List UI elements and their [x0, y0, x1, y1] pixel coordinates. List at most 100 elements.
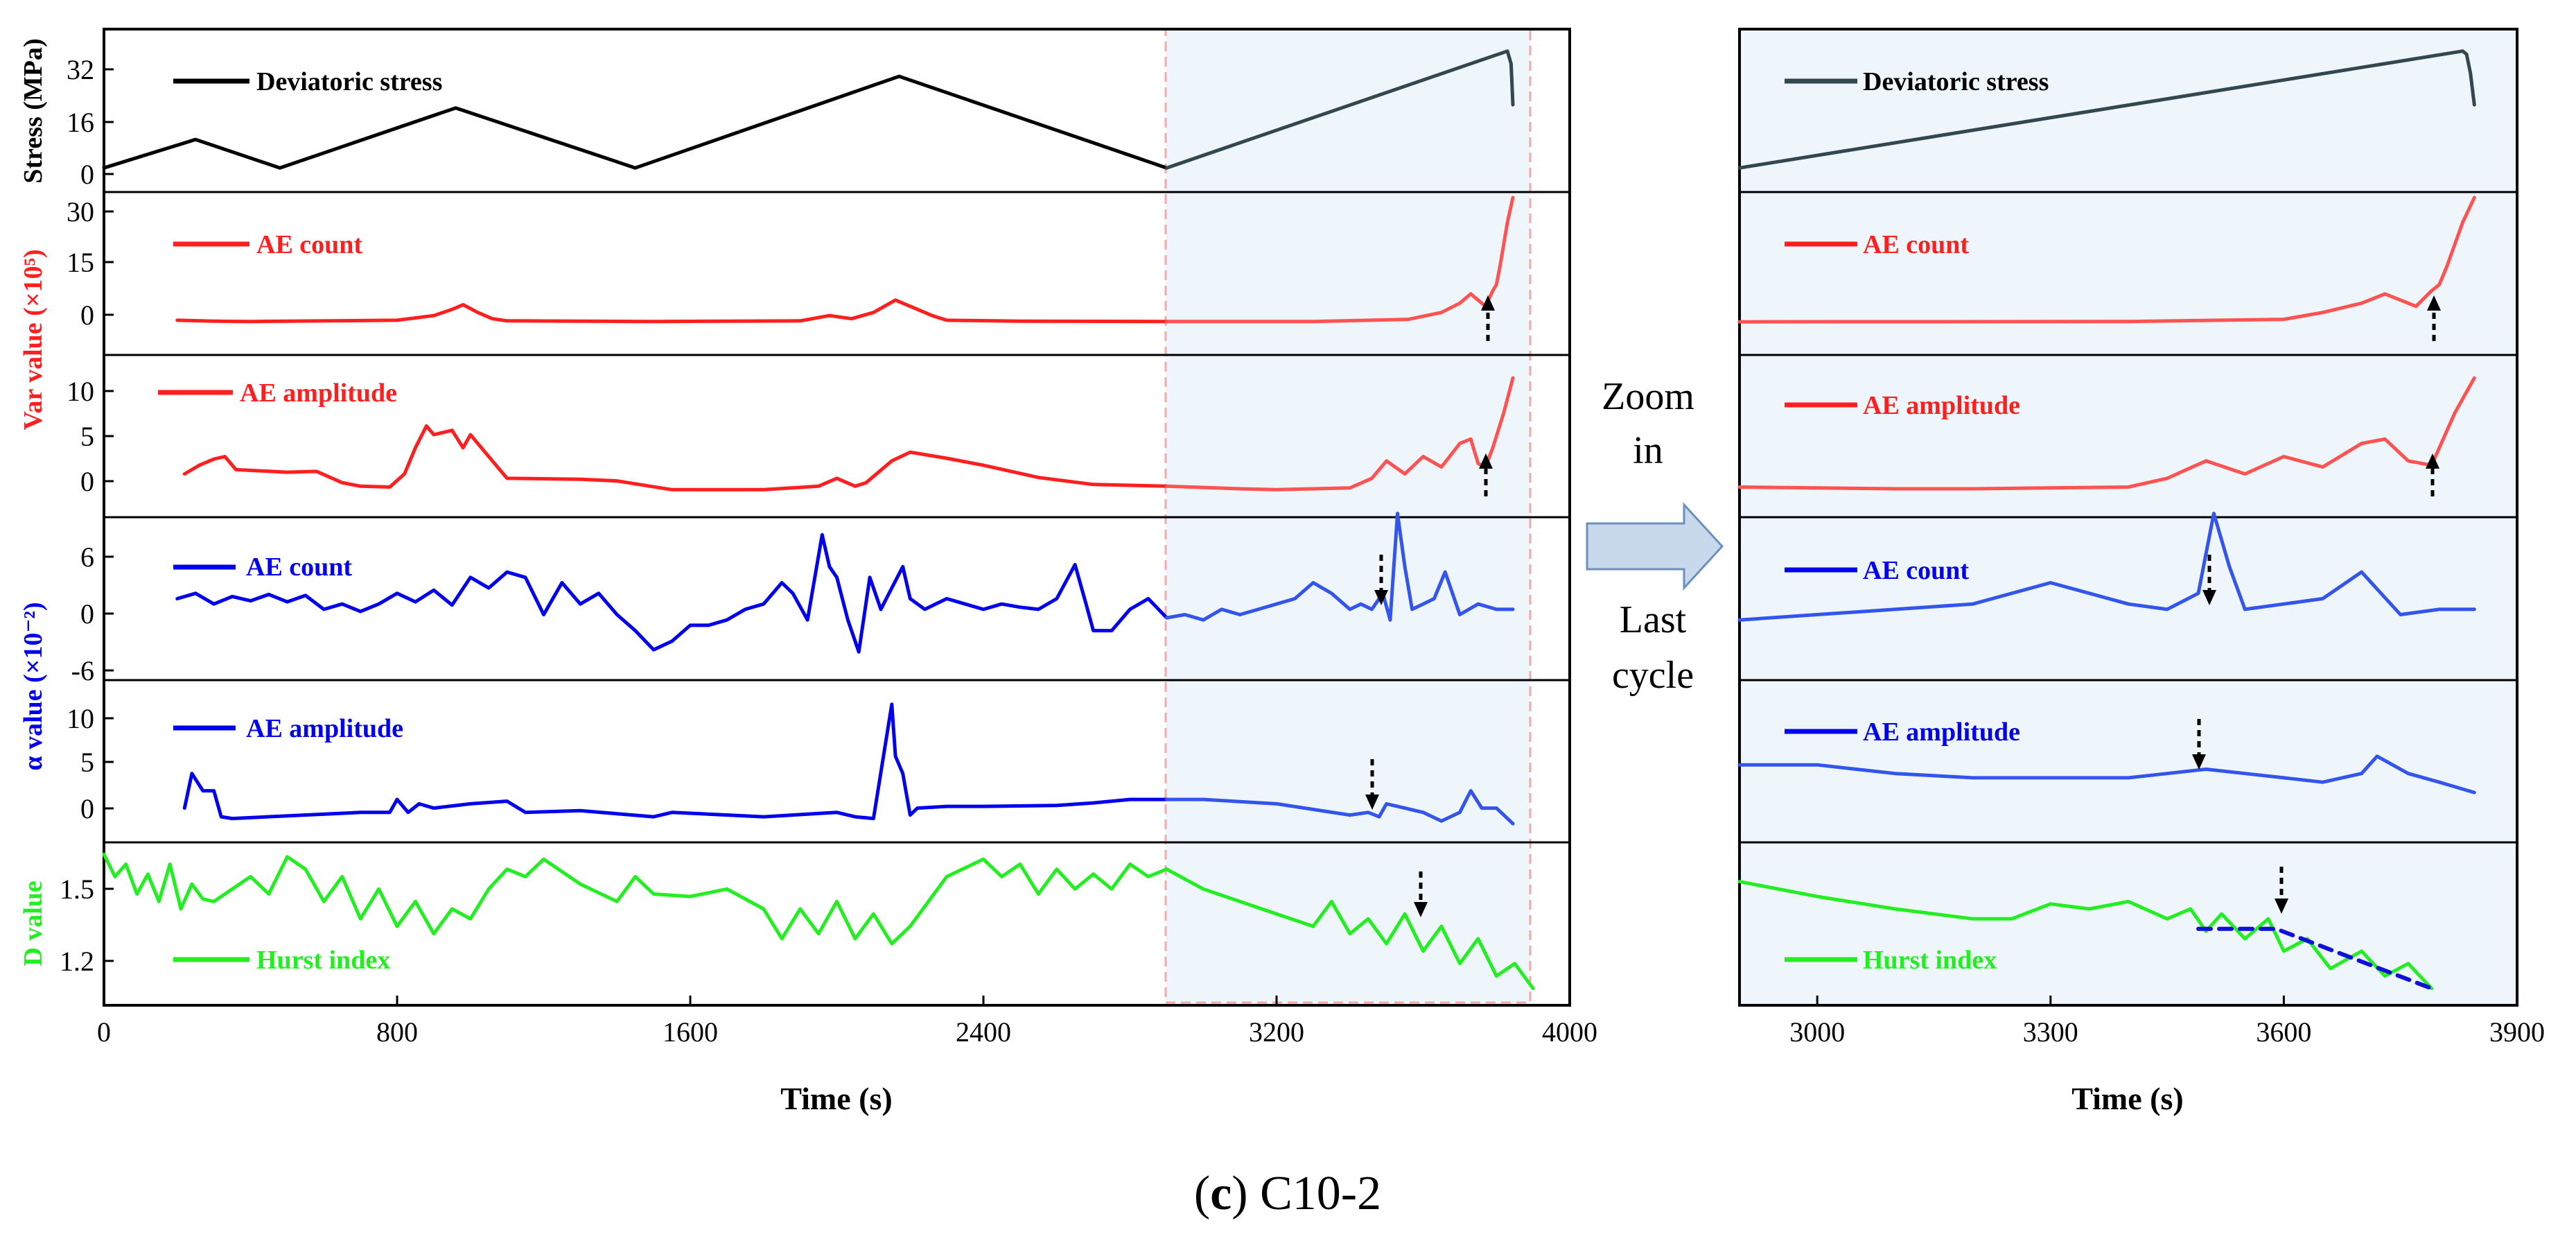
- onset-arrow: [1365, 759, 1379, 810]
- y-tick: 5: [80, 747, 94, 778]
- series-line: [175, 298, 1168, 324]
- onset-arrow: [1479, 453, 1493, 496]
- series-line: [102, 852, 1168, 946]
- left-stress-row: 0 16 32 Deviatoric stress Stress (MPa): [19, 38, 1515, 190]
- right-alpha-count-legend: AE count: [1863, 556, 1969, 585]
- series-line: [175, 532, 1168, 654]
- onset-arrow: [2275, 867, 2288, 914]
- left-alpha-count-row: 6 0 -6 AE count: [71, 512, 1515, 686]
- x-tick-label: 1600: [663, 1016, 718, 1048]
- series-line: [1737, 376, 2476, 491]
- right-alpha-count-series: [1737, 512, 2476, 622]
- trend-line: [2196, 926, 2434, 991]
- y-tick: 5: [80, 421, 94, 452]
- right-var-amp-legend: AE amplitude: [1863, 391, 2020, 420]
- y-tick: 1.5: [60, 874, 94, 905]
- last-text-line2: cycle: [1612, 654, 1694, 697]
- left-panel: 0 16 32 Deviatoric stress Stress (MPa) 0…: [19, 28, 1597, 1116]
- zoom-arrow-icon: [1586, 502, 1724, 591]
- left-alpha-amp-yticks: 0 5 10: [67, 703, 94, 824]
- left-var-amp-yticks: 0 5 10: [67, 376, 94, 497]
- y-tick: 10: [67, 703, 94, 734]
- onset-arrow: [1414, 871, 1428, 917]
- zoom-text-line1: Zoom: [1602, 375, 1694, 418]
- left-x-axis-title: Time (s): [780, 1081, 892, 1116]
- y-tick: 1.2: [60, 946, 94, 977]
- series-line-highlight: [1164, 867, 1535, 991]
- zoom-text-line2: in: [1633, 429, 1663, 472]
- left-var-amp-legend: AE amplitude: [240, 379, 397, 408]
- left-hurst-legend: Hurst index: [256, 946, 390, 975]
- left-hurst-ytick-marks: [104, 887, 114, 962]
- var-y-label: Var value (×10⁵): [19, 249, 48, 430]
- onset-arrow: [1481, 295, 1495, 341]
- left-var-amp-row: 0 5 10 AE amplitude Var value (×10⁵): [19, 249, 1515, 497]
- series-line-highlight: [1164, 49, 1515, 170]
- figure-caption: (c) C10-2: [1194, 1167, 1381, 1220]
- right-hurst-series: [1737, 880, 2434, 991]
- y-tick: 0: [80, 793, 94, 824]
- left-alpha-count-ytick-marks: [104, 555, 114, 672]
- right-x-axis-title: Time (s): [2071, 1081, 2183, 1116]
- zoom-annotation: Zoom in Last cycle: [1586, 375, 1724, 697]
- caption-text: C10-2: [1260, 1167, 1381, 1220]
- right-x-axis: 3000 3300 3600 3900: [1789, 996, 2545, 1048]
- left-alpha-count-yticks: 6 0 -6: [71, 541, 94, 686]
- y-tick: 32: [67, 54, 94, 85]
- onset-arrow: [2202, 555, 2216, 605]
- left-var-count-series: [175, 196, 1515, 324]
- y-tick: 15: [67, 247, 94, 278]
- series-line: [1737, 49, 2476, 170]
- series-line: [1737, 754, 2476, 795]
- left-row-dividers: [104, 191, 1570, 844]
- y-tick: 10: [67, 376, 94, 407]
- right-stress-series: [1737, 49, 2476, 170]
- left-var-count-legend: AE count: [256, 230, 362, 259]
- series-line: [182, 702, 1168, 821]
- series-line: [182, 424, 1168, 492]
- left-var-amp-ytick-marks: [104, 390, 114, 483]
- right-row-dividers: [1740, 191, 2517, 844]
- right-hurst-legend: Hurst index: [1863, 946, 1997, 975]
- y-tick: 30: [67, 196, 94, 227]
- left-var-amp-series: [182, 376, 1515, 492]
- right-alpha-amp-legend: AE amplitude: [1863, 718, 2020, 747]
- y-tick: 0: [80, 300, 94, 331]
- y-tick: 0: [80, 466, 94, 497]
- x-tick-label: 800: [376, 1016, 418, 1048]
- x-tick-label: 3000: [1789, 1016, 1845, 1048]
- left-hurst-yticks: 1.5 1.2: [60, 874, 94, 977]
- left-stress-ytick-marks: [104, 68, 114, 175]
- left-hurst-row: 1.5 1.2 Hurst index D value: [19, 852, 1535, 991]
- right-var-count-legend: AE count: [1863, 230, 1969, 259]
- last-text-line1: Last: [1620, 598, 1687, 641]
- left-alpha-count-legend: AE count: [246, 553, 352, 582]
- series-line-highlight: [1164, 196, 1515, 324]
- y-tick: 16: [67, 107, 94, 138]
- caption-label: c: [1210, 1167, 1232, 1220]
- left-var-count-yticks: 0 15 30: [67, 196, 94, 331]
- series-line: [1737, 196, 2476, 324]
- left-alpha-amp-row: 0 5 10 AE amplitude α value (×10⁻²): [19, 602, 1515, 826]
- stress-y-label: Stress (MPa): [19, 38, 48, 183]
- y-tick: 6: [80, 541, 94, 573]
- left-alpha-amp-ytick-marks: [104, 717, 114, 810]
- left-stress-yticks: 0 16 32: [67, 54, 94, 190]
- y-tick: 0: [80, 598, 94, 630]
- x-tick-label: 3300: [2023, 1016, 2078, 1048]
- right-var-count-series: [1737, 196, 2476, 324]
- left-x-axis: 0 800 1600 2400 3200 4000: [97, 996, 1597, 1048]
- hurst-y-label: D value: [19, 880, 48, 966]
- left-var-count-row: 0 15 30 AE count: [67, 196, 1515, 341]
- left-alpha-amp-legend: AE amplitude: [246, 714, 403, 743]
- onset-arrow: [1374, 555, 1388, 605]
- x-tick-label: 4000: [1542, 1016, 1597, 1048]
- y-tick: -6: [71, 655, 94, 686]
- x-tick-label: 3600: [2256, 1016, 2311, 1048]
- series-line-highlight: [1164, 789, 1515, 826]
- series-line-highlight: [1164, 376, 1515, 492]
- series-line: [102, 74, 1168, 170]
- x-tick-label: 2400: [956, 1016, 1011, 1048]
- x-tick-label: 0: [97, 1016, 111, 1048]
